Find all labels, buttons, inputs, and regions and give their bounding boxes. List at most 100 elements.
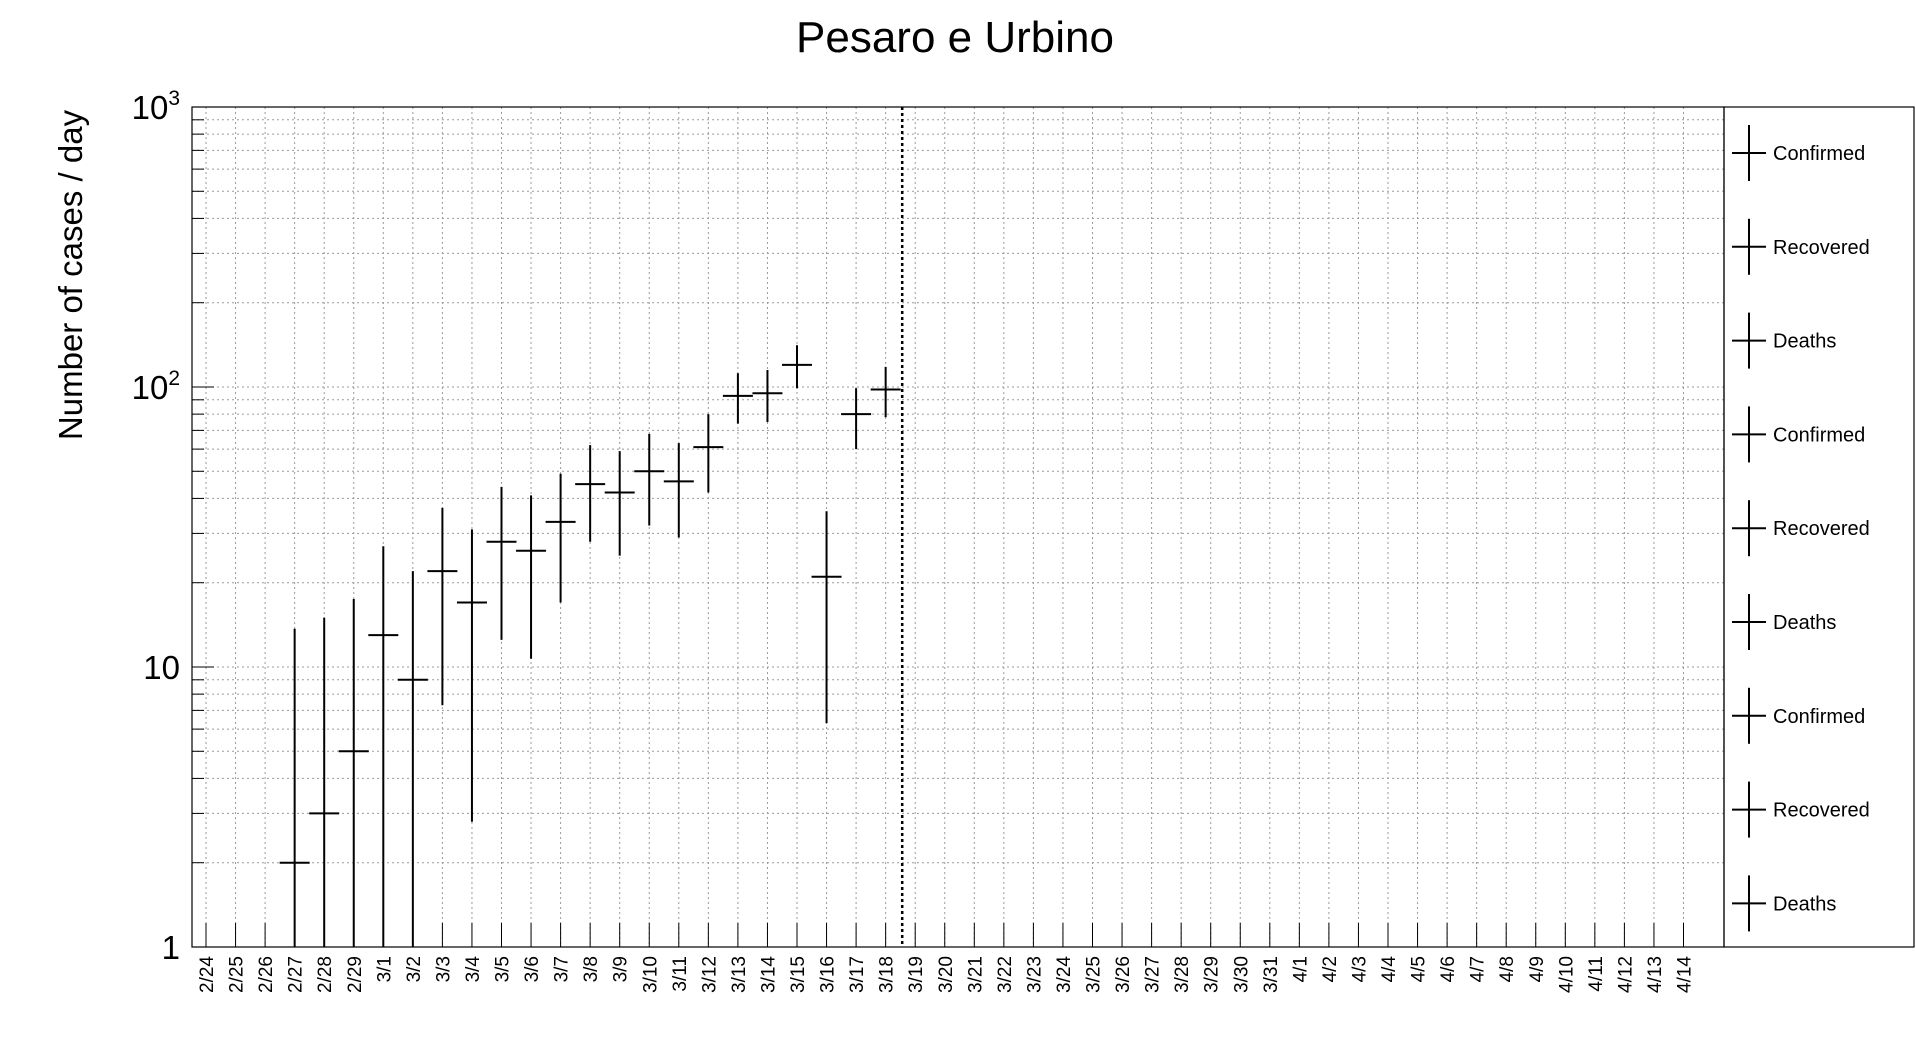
x-tick-label: 4/9 bbox=[1527, 956, 1548, 982]
x-tick-label: 3/17 bbox=[847, 956, 868, 993]
data-point bbox=[870, 366, 901, 418]
x-tick-label: 4/3 bbox=[1349, 956, 1370, 982]
x-tick-label: 3/27 bbox=[1143, 956, 1164, 993]
legend-entry: Recovered bbox=[1732, 500, 1870, 557]
legend-entry: Deaths bbox=[1732, 312, 1836, 369]
data-point bbox=[368, 546, 399, 947]
x-tick-label: 4/5 bbox=[1409, 956, 1430, 982]
legend-label: Confirmed bbox=[1773, 424, 1865, 446]
x-tick-label: 3/19 bbox=[906, 956, 927, 993]
data-point bbox=[811, 511, 842, 724]
x-tick-label: 4/1 bbox=[1290, 956, 1311, 982]
x-tick-label: 3/11 bbox=[670, 956, 691, 992]
legend: Confirmed Recovered Deaths Confirmed Recover… bbox=[1732, 125, 1870, 932]
data-point bbox=[575, 445, 606, 542]
plot-frame bbox=[191, 106, 1915, 948]
data-point bbox=[486, 486, 517, 640]
x-tick-label: 3/10 bbox=[640, 956, 661, 993]
x-tick-label: 3/13 bbox=[729, 956, 750, 993]
x-tick-label: 4/2 bbox=[1320, 956, 1341, 982]
x-tick-label: 2/24 bbox=[197, 956, 218, 993]
x-tick-label: 4/13 bbox=[1645, 956, 1666, 993]
data-point bbox=[782, 345, 812, 389]
data-point bbox=[516, 495, 547, 659]
x-tick-label: 3/21 bbox=[965, 956, 986, 993]
legend-label: Deaths bbox=[1773, 893, 1836, 915]
x-tick-label: 3/2 bbox=[404, 956, 425, 982]
legend-label: Deaths bbox=[1773, 612, 1836, 634]
data-point bbox=[309, 617, 340, 947]
x-tick-label: 3/31 bbox=[1261, 956, 1282, 993]
x-tick-label: 4/4 bbox=[1379, 956, 1400, 983]
x-tick-label: 2/26 bbox=[256, 956, 277, 993]
legend-entry: Deaths bbox=[1732, 594, 1836, 650]
data-point bbox=[545, 473, 576, 603]
x-tick-label: 4/8 bbox=[1497, 956, 1518, 982]
x-tick-label: 3/15 bbox=[788, 956, 809, 993]
x-tick-label: 3/14 bbox=[758, 956, 779, 993]
x-tick-label: 3/7 bbox=[552, 956, 573, 982]
x-tick-label: 4/6 bbox=[1438, 956, 1459, 982]
x-tick-label: 3/16 bbox=[818, 956, 839, 993]
data-point bbox=[427, 507, 458, 706]
grid bbox=[192, 107, 1724, 948]
legend-label: Confirmed bbox=[1773, 143, 1865, 165]
x-tick-label: 3/29 bbox=[1202, 956, 1223, 993]
data-point bbox=[279, 628, 310, 947]
x-tick-label: 3/25 bbox=[1084, 956, 1105, 993]
data-point bbox=[752, 370, 783, 422]
x-tick-label: 3/12 bbox=[699, 956, 720, 993]
x-tick-label: 2/29 bbox=[345, 956, 366, 993]
x-tick-label: 3/26 bbox=[1113, 956, 1134, 993]
legend-box bbox=[1723, 106, 1915, 948]
x-tick-label: 3/4 bbox=[463, 956, 484, 983]
y-tick-label: 103 bbox=[132, 87, 180, 126]
data-point bbox=[693, 414, 724, 493]
x-tick-label: 3/22 bbox=[995, 956, 1016, 993]
y-axis-label: Number of cases / day bbox=[52, 109, 89, 440]
x-tick-label: 3/5 bbox=[493, 956, 514, 982]
x-tick-label: 3/23 bbox=[1024, 956, 1045, 993]
y-tick-exponent: 3 bbox=[168, 87, 180, 110]
x-tick-label: 3/18 bbox=[877, 956, 898, 993]
data-point bbox=[841, 388, 872, 450]
legend-entry: Deaths bbox=[1732, 875, 1836, 932]
x-tick-label: 4/10 bbox=[1556, 956, 1577, 993]
legend-label: Recovered bbox=[1773, 237, 1870, 259]
y-tick-label: 10 bbox=[143, 649, 180, 686]
x-tick-label: 2/25 bbox=[227, 956, 248, 993]
legend-label: Recovered bbox=[1773, 518, 1870, 540]
y-axis: 1 10 102 103 bbox=[132, 87, 180, 966]
x-axis: 2/24 2/25 2/26 2/27 2/28 2/29 3/1 3/2 3/3 3/4 3/5 3… bbox=[197, 923, 1696, 993]
x-tick-label: 3/8 bbox=[581, 956, 602, 982]
data-point bbox=[397, 571, 428, 947]
x-tick-label: 3/6 bbox=[522, 956, 543, 982]
legend-entry: Recovered bbox=[1732, 218, 1870, 275]
legend-entry: Confirmed bbox=[1732, 687, 1865, 744]
plot-area bbox=[191, 106, 1725, 948]
data-point bbox=[338, 598, 369, 947]
data-point bbox=[663, 443, 694, 538]
x-tick-label: 3/30 bbox=[1231, 956, 1252, 993]
legend-entry: Confirmed bbox=[1732, 406, 1865, 463]
data-points bbox=[279, 345, 901, 947]
x-tick-label: 4/12 bbox=[1615, 956, 1636, 993]
x-tick-label: 3/24 bbox=[1054, 956, 1075, 993]
data-point bbox=[722, 373, 753, 424]
y-tick-label: 102 bbox=[132, 367, 180, 406]
x-tick-label: 3/9 bbox=[611, 956, 632, 982]
x-tick-label: 3/1 bbox=[374, 956, 395, 982]
data-point bbox=[604, 451, 635, 556]
x-tick-label: 4/7 bbox=[1468, 956, 1489, 982]
legend-entry: Confirmed bbox=[1732, 125, 1865, 181]
chart-title: Pesaro e Urbino bbox=[796, 13, 1114, 62]
x-tick-label: 3/20 bbox=[936, 956, 957, 993]
data-point bbox=[456, 529, 487, 822]
x-tick-label: 3/3 bbox=[433, 956, 454, 982]
legend-label: Recovered bbox=[1773, 800, 1870, 822]
x-tick-label: 2/28 bbox=[315, 956, 336, 993]
legend-label: Deaths bbox=[1773, 331, 1836, 353]
y-tick-exponent: 2 bbox=[168, 367, 180, 390]
